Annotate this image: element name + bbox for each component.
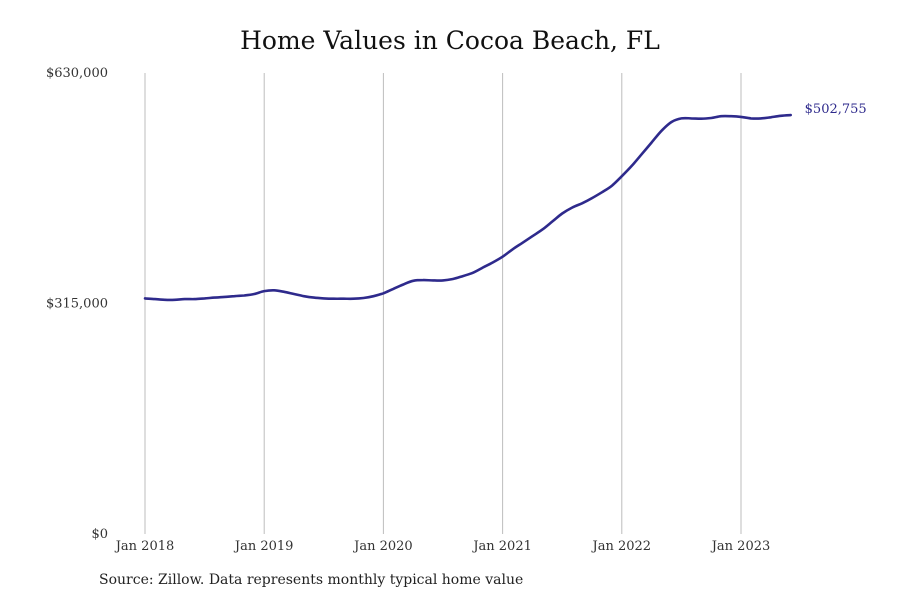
- gridlines: [144, 73, 742, 534]
- x-tick-label: Jan 2020: [352, 539, 413, 554]
- series-line: [143, 113, 792, 302]
- x-tick-label: Jan 2023: [710, 539, 771, 554]
- y-tick-label: $630,000: [46, 66, 108, 81]
- source-note: Source: Zillow. Data represents monthly …: [99, 572, 524, 588]
- x-tick-label: Jan 2021: [471, 539, 532, 554]
- x-tick-label: Jan 2022: [591, 539, 652, 554]
- end-value-label: $502,755: [805, 102, 867, 117]
- y-tick-label: $315,000: [46, 297, 108, 312]
- x-tick-label: Jan 2019: [233, 539, 294, 554]
- y-tick-label: $0: [91, 527, 108, 542]
- x-axis-ticks: Jan 2018 Jan 2019 Jan 2020 Jan 2021 Jan 2022…: [114, 539, 771, 554]
- chart-title: Home Values in Cocoa Beach, FL: [240, 26, 660, 55]
- x-tick-label: Jan 2018: [114, 539, 175, 554]
- y-axis-ticks: $0 $315,000 $630,000: [46, 66, 108, 542]
